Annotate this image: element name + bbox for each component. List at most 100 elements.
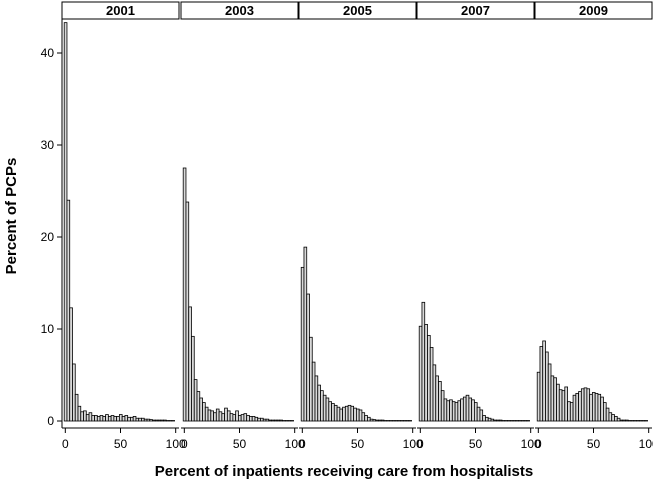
- histogram-bar: [575, 392, 579, 422]
- x-tick-label: 50: [587, 437, 601, 451]
- histogram-bar: [210, 410, 214, 422]
- histogram-bar: [339, 408, 343, 422]
- histogram-bar: [545, 351, 549, 422]
- histogram-bar: [355, 408, 360, 422]
- histogram-bar: [262, 418, 267, 422]
- histogram-bar: [578, 391, 582, 422]
- histogram-bar: [482, 415, 486, 422]
- histogram-bar: [102, 415, 106, 422]
- histogram-bar: [344, 405, 349, 422]
- histogram-bar: [246, 415, 250, 422]
- histogram-bar: [454, 402, 459, 422]
- x-tick-label: 100: [166, 437, 186, 451]
- y-tick-label: 0: [47, 414, 54, 428]
- histogram-bar: [485, 416, 489, 422]
- x-tick-label: 0: [62, 437, 69, 451]
- histogram-bar: [328, 401, 332, 422]
- histogram-bar: [121, 415, 126, 422]
- histogram-bar: [429, 346, 434, 422]
- histogram-bar: [188, 306, 192, 422]
- histogram-bar: [314, 375, 319, 422]
- histogram-bar: [268, 419, 272, 422]
- histogram-bar: [369, 418, 374, 422]
- histogram-bar: [226, 410, 231, 422]
- histogram-bar: [625, 419, 629, 422]
- histogram-bar: [218, 411, 223, 422]
- histogram-bar: [547, 363, 552, 422]
- histogram-bar: [583, 387, 588, 422]
- x-tick-label: 50: [114, 437, 128, 451]
- histogram-bar: [110, 415, 115, 422]
- x-tick-label: 0: [535, 437, 542, 451]
- histogram-bar: [152, 419, 156, 422]
- histogram-bar: [306, 293, 310, 422]
- histogram-bar: [539, 346, 544, 422]
- histogram-bar: [276, 419, 281, 422]
- histogram-bar: [237, 415, 242, 422]
- y-tick-label: 10: [41, 322, 55, 336]
- histogram-bar: [83, 410, 87, 422]
- histogram-bar: [105, 414, 109, 422]
- y-axis-title: Percent of PCPs: [3, 158, 20, 275]
- histogram-bar: [435, 375, 439, 422]
- histogram-bar: [432, 364, 437, 422]
- x-tick-label: 50: [233, 437, 247, 451]
- histogram-bar: [591, 392, 596, 422]
- histogram-bar: [260, 417, 264, 422]
- histogram-bar: [586, 388, 591, 422]
- histogram-bar: [622, 419, 626, 422]
- histogram-bar: [157, 419, 162, 422]
- histogram-bar: [561, 390, 566, 422]
- histogram-bar: [224, 407, 228, 422]
- panel-strip: [180, 1, 299, 20]
- histogram-bar: [451, 401, 456, 422]
- histogram-bar: [96, 415, 101, 422]
- histogram-bar: [378, 419, 382, 422]
- histogram-bar: [118, 414, 123, 422]
- histogram-bar: [279, 419, 283, 422]
- histogram-bar: [424, 323, 428, 422]
- histogram-bar: [154, 419, 159, 422]
- histogram-bar: [418, 325, 423, 422]
- histogram-bar: [199, 397, 203, 422]
- histogram-bar: [72, 363, 76, 422]
- histogram-bar: [251, 415, 256, 422]
- x-tick-label: 50: [351, 437, 365, 451]
- x-tick-label: 100: [403, 437, 423, 451]
- histogram-bar: [232, 414, 237, 422]
- y-tick-label: 20: [41, 230, 55, 244]
- x-tick-label: 0: [299, 437, 306, 451]
- histogram-bar: [473, 402, 478, 422]
- histogram-bar: [249, 415, 253, 422]
- histogram-bar: [380, 419, 385, 422]
- panel-strip-label: 2009: [579, 3, 608, 18]
- histogram-bar: [496, 419, 500, 422]
- histogram-bar: [132, 415, 137, 422]
- histogram-bar: [608, 412, 613, 422]
- histogram-bar: [240, 414, 245, 422]
- histogram-bar: [160, 419, 164, 422]
- histogram-bar: [191, 335, 195, 422]
- histogram-bar: [94, 415, 98, 422]
- panel-2003: 2003 0 50 100: [180, 1, 305, 451]
- histogram-bar: [372, 419, 377, 422]
- histogram-bar: [127, 416, 131, 422]
- histogram-bar: [589, 393, 593, 422]
- panel-2001: 2001 0 50 100: [61, 1, 186, 451]
- histogram-bar: [460, 398, 464, 422]
- histogram-bar: [182, 167, 187, 422]
- histogram-bar: [322, 394, 327, 422]
- histogram-bar: [603, 402, 607, 422]
- histogram-bar: [553, 377, 557, 422]
- x-tick-label: 100: [521, 437, 541, 451]
- histogram-bar: [336, 406, 341, 422]
- histogram-bar: [493, 419, 497, 422]
- histogram-bar: [347, 404, 352, 422]
- histogram-bar: [446, 400, 450, 422]
- histogram-bar: [149, 419, 153, 422]
- histogram-bar: [235, 410, 239, 422]
- histogram-bar: [536, 371, 541, 422]
- histogram-bar: [457, 400, 461, 422]
- panel-strip: [61, 1, 180, 20]
